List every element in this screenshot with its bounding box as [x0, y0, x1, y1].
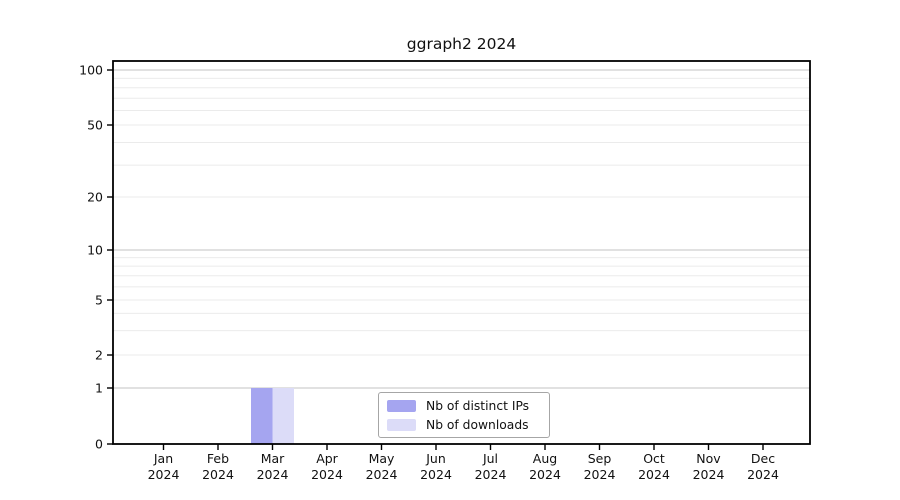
y-tick-label: 10: [87, 243, 103, 258]
x-tick-label-year: 2024: [529, 467, 561, 482]
x-tick-label-year: 2024: [366, 467, 398, 482]
legend-row: Nb of distinct IPs: [387, 397, 541, 414]
x-tick-label-year: 2024: [638, 467, 670, 482]
legend-row: Nb of downloads: [387, 416, 541, 433]
x-tick-label-month: Oct: [643, 451, 665, 466]
y-tick-label: 1: [95, 381, 103, 396]
x-tick-label-month: Dec: [751, 451, 775, 466]
x-tick-label-year: 2024: [311, 467, 343, 482]
x-tick-label-year: 2024: [475, 467, 507, 482]
y-tick-label: 2: [95, 348, 103, 363]
legend-label: Nb of downloads: [426, 417, 529, 432]
y-tick-label: 0: [95, 437, 103, 452]
legend-swatch-distinct-ips: [387, 399, 416, 412]
y-tick-label: 5: [95, 293, 103, 308]
x-tick-label-month: Jul: [482, 451, 498, 466]
legend: Nb of distinct IPs Nb of downloads: [378, 392, 550, 438]
legend-label: Nb of distinct IPs: [426, 398, 530, 413]
x-tick-label-month: Nov: [696, 451, 721, 466]
x-tick-label-year: 2024: [693, 467, 725, 482]
y-tick-label: 100: [79, 63, 103, 78]
y-tick-label: 50: [87, 118, 103, 133]
x-tick-label-month: Mar: [261, 451, 285, 466]
bar-mar-distinct-ips: [251, 388, 273, 444]
y-tick-label: 20: [87, 190, 103, 205]
x-tick-label-month: Sep: [588, 451, 612, 466]
x-tick-label-year: 2024: [202, 467, 234, 482]
x-tick-label-month: May: [369, 451, 395, 466]
axes-spine: [112, 60, 811, 445]
legend-swatch-downloads: [387, 418, 416, 431]
x-tick-label-month: Apr: [316, 451, 338, 466]
x-tick-label-month: Aug: [533, 451, 557, 466]
x-tick-label-month: Feb: [207, 451, 229, 466]
chart-title: ggraph2 2024: [406, 35, 517, 53]
x-tick-label-month: Jun: [425, 451, 446, 466]
x-tick-label-year: 2024: [257, 467, 289, 482]
x-tick-label-month: Jan: [153, 451, 173, 466]
bar-mar-downloads: [272, 388, 294, 444]
x-tick-label-year: 2024: [420, 467, 452, 482]
x-tick-label-year: 2024: [584, 467, 616, 482]
x-tick-label-year: 2024: [148, 467, 180, 482]
x-tick-label-year: 2024: [747, 467, 779, 482]
